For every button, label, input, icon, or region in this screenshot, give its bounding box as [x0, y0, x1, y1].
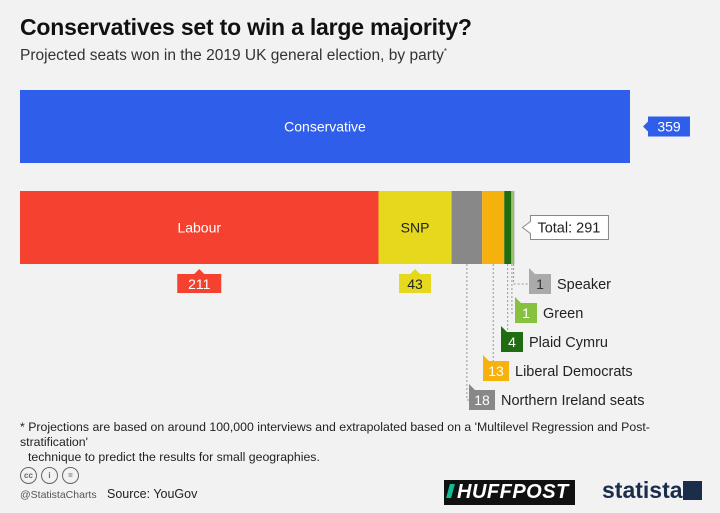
- footnote-line-1: * Projections are based on around 100,00…: [20, 420, 650, 449]
- seats-chart: Conservative 359 Labour 211 SNP 43 1 Speaker 1 Gr…: [20, 90, 690, 410]
- total-label: Total: 291: [537, 221, 600, 237]
- value-label-northern-ireland-seats: 18: [474, 392, 490, 408]
- value-label-snp: 43: [407, 276, 423, 292]
- series-label-speaker: Speaker: [557, 277, 611, 293]
- series-label-liberal-democrats: Liberal Democrats: [515, 364, 633, 380]
- cc-icon: cc: [20, 467, 37, 484]
- bar-segment-plaid-cymru: [504, 191, 512, 264]
- value-label-liberal-democrats: 13: [488, 363, 504, 379]
- total-badge: [521, 215, 609, 240]
- bar-label-labour: Labour: [177, 220, 221, 236]
- footnote-line-2: technique to predict the results for sma…: [28, 450, 320, 464]
- bar-conservative: [20, 90, 630, 163]
- value-label-conservative: 359: [657, 119, 681, 135]
- value-badge-conservative: [643, 116, 690, 137]
- value-label-speaker: 1: [536, 276, 544, 292]
- series-label-northern-ireland-seats: Northern Ireland seats: [501, 393, 644, 409]
- value-badge-northern-ireland-seats: [469, 384, 495, 410]
- subtitle-footnote-marker: *: [443, 47, 448, 56]
- value-badge-plaid-cymru: [501, 326, 523, 352]
- by-icon: i: [41, 467, 58, 484]
- bar-segment-labour: [20, 191, 379, 264]
- footnote: * Projections are based on around 100,00…: [20, 420, 710, 465]
- value-badge-green: [515, 297, 537, 323]
- license-icons: cc i =: [20, 467, 79, 484]
- value-badge-snp: [399, 269, 432, 293]
- value-label-green: 1: [522, 305, 530, 321]
- bar-segment-speaker: [512, 191, 515, 264]
- statista-logo: statista: [602, 477, 683, 503]
- chart-subtitle: Projected seats won in the 2019 UK gener…: [20, 47, 447, 65]
- leader-line-liberal-democrats: [483, 264, 494, 372]
- huffpost-logo: HUFFPOST: [444, 480, 575, 505]
- value-badge-speaker: [529, 268, 551, 294]
- leader-line-northern-ireland-seats: [466, 264, 469, 401]
- series-label-green: Green: [543, 306, 583, 322]
- nd-icon: =: [62, 467, 79, 484]
- leader-line-speaker: [513, 264, 529, 285]
- bar-segment-northern-ireland-seats: [451, 191, 483, 264]
- value-badge-labour: [177, 269, 222, 293]
- chart-title: Conservatives set to win a large majorit…: [20, 14, 472, 40]
- series-label-plaid-cymru: Plaid Cymru: [529, 335, 608, 351]
- leader-line-green: [511, 264, 515, 314]
- bar-segment-liberal-democrats: [482, 191, 505, 264]
- statista-logo-icon: [683, 481, 702, 500]
- value-label-labour: 211: [188, 276, 211, 292]
- statista-handle: @StatistaCharts: [20, 489, 97, 501]
- bar-label-conservative: Conservative: [284, 119, 366, 135]
- subtitle-text: Projected seats won in the 2019 UK gener…: [20, 47, 444, 65]
- value-label-plaid-cymru: 4: [508, 334, 516, 350]
- value-badge-liberal-democrats: [483, 355, 509, 381]
- bar-segment-snp: [378, 191, 452, 264]
- bar-label-snp: SNP: [401, 220, 430, 236]
- source-text: Source: YouGov: [107, 487, 198, 501]
- bar-segment-green: [511, 191, 513, 264]
